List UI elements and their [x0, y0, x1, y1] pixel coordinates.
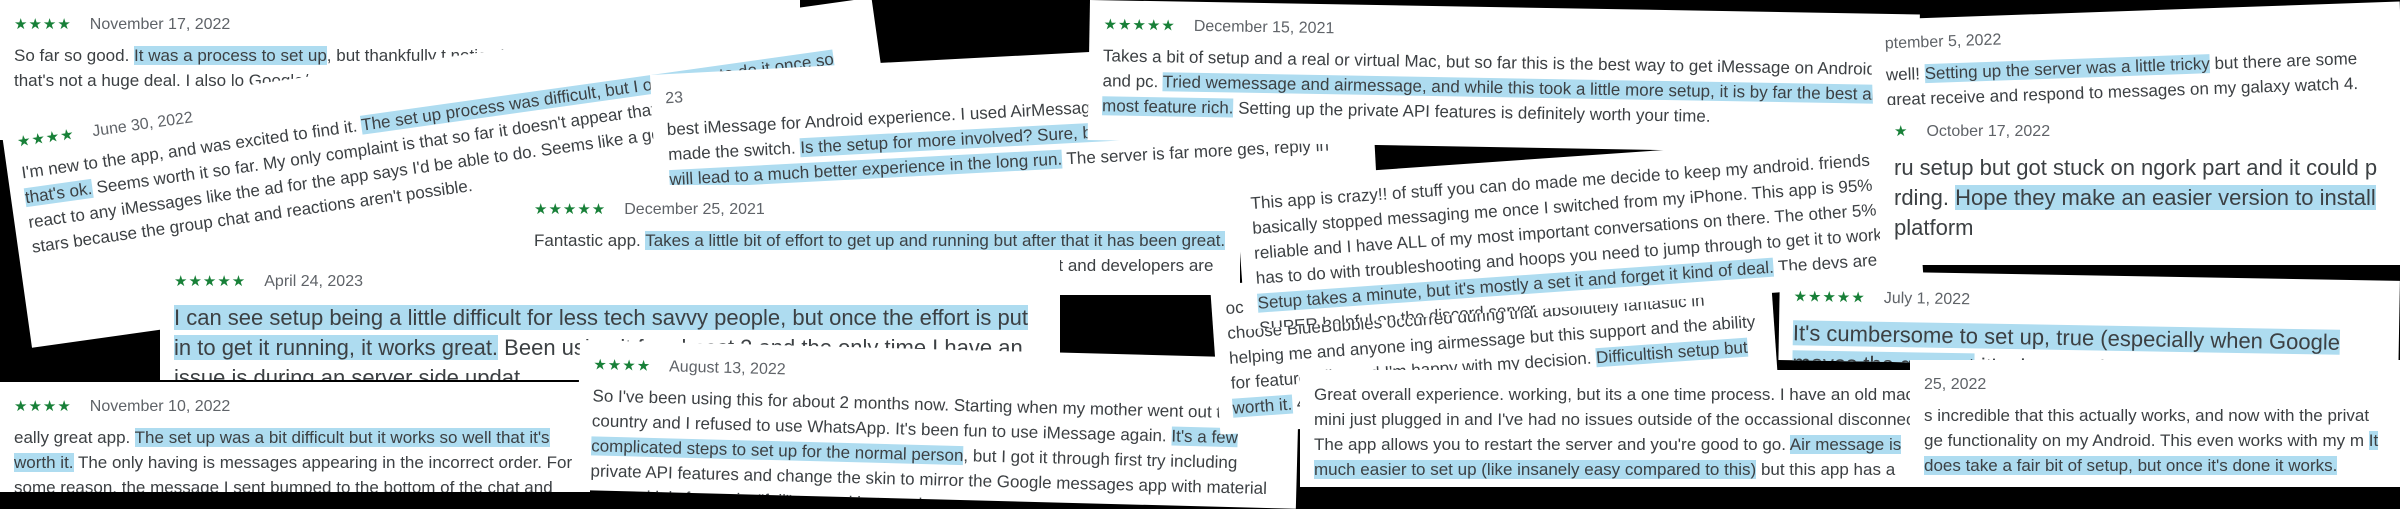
- review-date: July 1, 2022: [1883, 289, 1971, 309]
- review-card: ★★★★ November 10, 2022 eally great app. Th…: [0, 382, 590, 492]
- review-text: Takes a bit of setup and a real or virtu…: [1101, 43, 1905, 132]
- review-date: August 13, 2022: [668, 358, 786, 379]
- review-date: November 17, 2022: [89, 16, 231, 33]
- review-date: November 10, 2022: [89, 398, 231, 415]
- star-rating: ★★★★: [593, 356, 652, 375]
- review-header: ★ October 17, 2022: [1894, 117, 2386, 147]
- review-card: ★★★★ August 13, 2022 So I've been using th…: [576, 340, 1300, 509]
- star-rating: ★★★★★: [1793, 288, 1866, 307]
- text-segment: well!: [1885, 64, 1925, 85]
- review-header: ★★★★★ December 25, 2021: [534, 197, 1226, 222]
- review-header: ★★★★★ April 24, 2023: [174, 267, 1046, 297]
- review-date: ptember 5, 2022: [1884, 31, 2002, 53]
- review-card: ★★★★★ December 15, 2021 Takes a bit of set…: [1087, 0, 1920, 155]
- text-segment: So I've been using this for about 2 mont…: [591, 386, 1241, 446]
- review-text: So I've been using this for about 2 mont…: [590, 383, 1285, 508]
- star-rating: ★★★★★: [534, 201, 607, 218]
- star-rating: ★★★★: [14, 16, 72, 33]
- review-header: ★★★★ November 10, 2022: [14, 394, 576, 419]
- review-date: 25, 2022: [1924, 376, 1987, 393]
- review-header: ★★★★★ July 1, 2022: [1793, 282, 2385, 322]
- text-segment: Setting up the private API features is d…: [1233, 98, 1711, 126]
- star-rating: ★★★★: [16, 125, 76, 151]
- review-card: Great overall experience. working, but i…: [1300, 370, 1940, 487]
- highlighted-text: It was a process to set up: [134, 46, 327, 65]
- review-date: October 17, 2022: [1926, 123, 2051, 140]
- review-text: eally great app. The set up was a bit di…: [14, 425, 576, 492]
- review-date: 23: [664, 89, 684, 108]
- review-card: ★★★★★ July 1, 2022 It's cumbersome to set …: [1778, 270, 2400, 371]
- highlighted-text: Hope they make an easier version to inst…: [1955, 185, 2376, 210]
- highlighted-text: Setting up the server was a little trick…: [1924, 54, 2211, 84]
- review-date: December 25, 2021: [624, 201, 765, 218]
- star-rating: ★: [1894, 123, 1909, 140]
- text-segment: So far so good.: [14, 46, 135, 65]
- star-rating: ★★★★: [14, 398, 72, 415]
- text-segment: ru setup but got stuck on ngork part and…: [1894, 155, 2378, 210]
- text-segment: Great overall experience. working, but i…: [1314, 385, 1924, 454]
- review-date: April 24, 2023: [264, 273, 363, 290]
- highlighted-text: Takes a little bit of effort to get up a…: [645, 231, 1226, 250]
- review-card: 25, 2022 s incredible that this actually …: [1910, 360, 2400, 487]
- review-card: ★ October 17, 2022 ru setup but got stuck …: [1880, 105, 2400, 265]
- review-text: s incredible that this actually works, a…: [1924, 403, 2386, 478]
- review-header: 25, 2022: [1924, 372, 2386, 397]
- review-text: ru setup but got stuck on ngork part and…: [1894, 153, 2386, 243]
- review-text: Great overall experience. working, but i…: [1314, 382, 1926, 487]
- text-segment: The only having is messages appearing in…: [14, 453, 573, 492]
- text-segment: Fantastic app.: [534, 231, 646, 250]
- star-rating: ★★★★★: [174, 273, 247, 290]
- review-date: December 15, 2021: [1193, 17, 1335, 38]
- star-rating: ★★★★★: [1103, 16, 1176, 35]
- text-segment: but this app has a much better interface…: [1314, 460, 1914, 487]
- text-segment: s incredible that this actually works, a…: [1924, 406, 2370, 450]
- text-segment: platform: [1894, 215, 1974, 240]
- text-segment: eally great app.: [14, 428, 135, 447]
- review-header: ★★★★ November 17, 2022: [14, 12, 786, 37]
- review-text: well! Setting up the server was a little…: [1885, 45, 2388, 112]
